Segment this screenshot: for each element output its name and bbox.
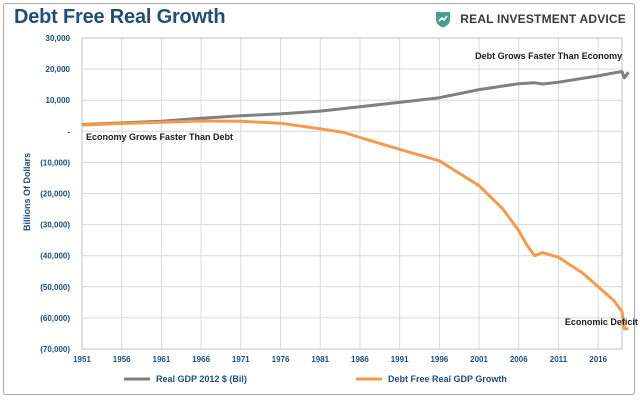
annotation: Economic Deficit (565, 317, 638, 327)
y-tick-label: 30,000 (46, 34, 71, 43)
x-axis-ticks: 1951 1956 1961 1966 1971 1976 1981 1986 1991 1996… (73, 355, 608, 364)
y-tick-label: (10,000) (40, 158, 70, 167)
y-axis-label: Billions Of Dollars (22, 153, 32, 231)
series-line-real-gdp (81, 70, 630, 126)
x-tick-label: 1976 (272, 355, 290, 364)
brand-logo: REAL INVESTMENT ADVICE (434, 8, 626, 30)
x-tick-label: 2006 (510, 355, 528, 364)
x-tick-label: 2016 (589, 355, 607, 364)
x-tick-label: 1991 (391, 355, 409, 364)
annotation: Economy Grows Faster Than Debt (86, 132, 233, 142)
x-tick-label: 1986 (351, 355, 369, 364)
y-tick-label: - (67, 127, 70, 136)
y-tick-label: (20,000) (40, 190, 70, 199)
plot-area-border (81, 37, 623, 350)
y-tick-label: (30,000) (40, 221, 70, 230)
x-tick-label: 1981 (311, 355, 329, 364)
brand-name: REAL INVESTMENT ADVICE (460, 12, 626, 26)
y-tick-label: 20,000 (46, 65, 71, 74)
x-tick-label: 1996 (430, 355, 448, 364)
x-tick-label: 2001 (470, 355, 488, 364)
y-axis-ticks: 30,000 20,000 10,000 - (10,000) (20,000) (30,0… (40, 34, 70, 354)
chart-title: Debt Free Real Growth (14, 6, 226, 28)
y-tick-label: (50,000) (40, 283, 70, 292)
legend: Real GDP 2012 $ (Bil) Debt Free Real GDP … (124, 374, 507, 384)
x-tick-label: 1971 (232, 355, 250, 364)
annotations: Debt Grows Faster Than Economy Economy Gr… (86, 51, 638, 327)
shield-icon (436, 12, 451, 28)
x-tick-label: 1966 (192, 355, 210, 364)
series-line-debt-free-growth (81, 119, 629, 331)
x-tick-label: 2011 (550, 355, 568, 364)
y-tick-label: (40,000) (40, 252, 70, 261)
x-tick-label: 1956 (113, 355, 131, 364)
y-tick-label: (60,000) (40, 314, 70, 323)
x-tick-label: 1951 (73, 355, 91, 364)
legend-label: Real GDP 2012 $ (Bil) (156, 374, 247, 384)
annotation: Debt Grows Faster Than Economy (475, 51, 622, 61)
legend-label: Debt Free Real GDP Growth (388, 374, 507, 384)
chart-frame (3, 3, 635, 395)
y-tick-label: 10,000 (46, 96, 71, 105)
y-tick-label: (70,000) (40, 345, 70, 354)
series-lines (81, 70, 630, 331)
x-tick-label: 1961 (153, 355, 171, 364)
gridlines (81, 37, 623, 350)
